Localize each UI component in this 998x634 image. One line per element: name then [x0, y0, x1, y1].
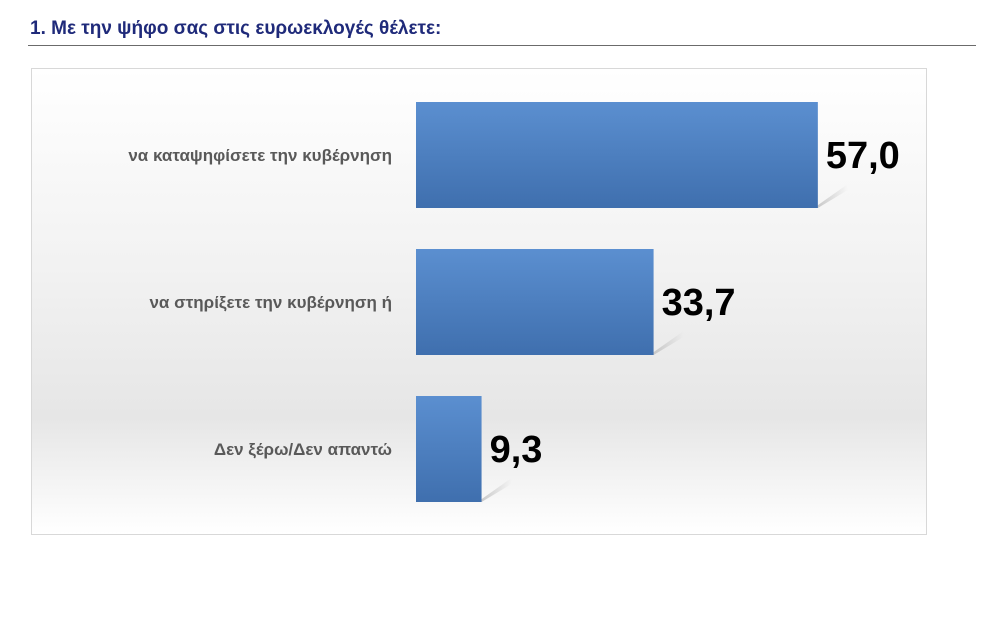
data-label: 33,7: [662, 282, 736, 324]
bar-shadow: [649, 331, 684, 355]
page-title: 1. Με την ψήφο σας στις ευρωεκλογές θέλε…: [30, 18, 442, 39]
bar-1: [416, 102, 818, 208]
title-divider: [28, 45, 976, 46]
bar-3: [416, 396, 482, 502]
bar-2: [416, 249, 654, 355]
data-label: 9,3: [490, 429, 543, 471]
category-label: Δεν ξέρω/Δεν απαντώ: [214, 440, 392, 459]
data-label: 57,0: [826, 135, 900, 177]
bar-shadow: [477, 478, 512, 502]
category-label: να στηρίξετε την κυβέρνηση ή: [149, 293, 392, 312]
bar-shadow: [813, 184, 848, 208]
category-label: να καταψηφίσετε την κυβέρνηση: [128, 146, 392, 165]
